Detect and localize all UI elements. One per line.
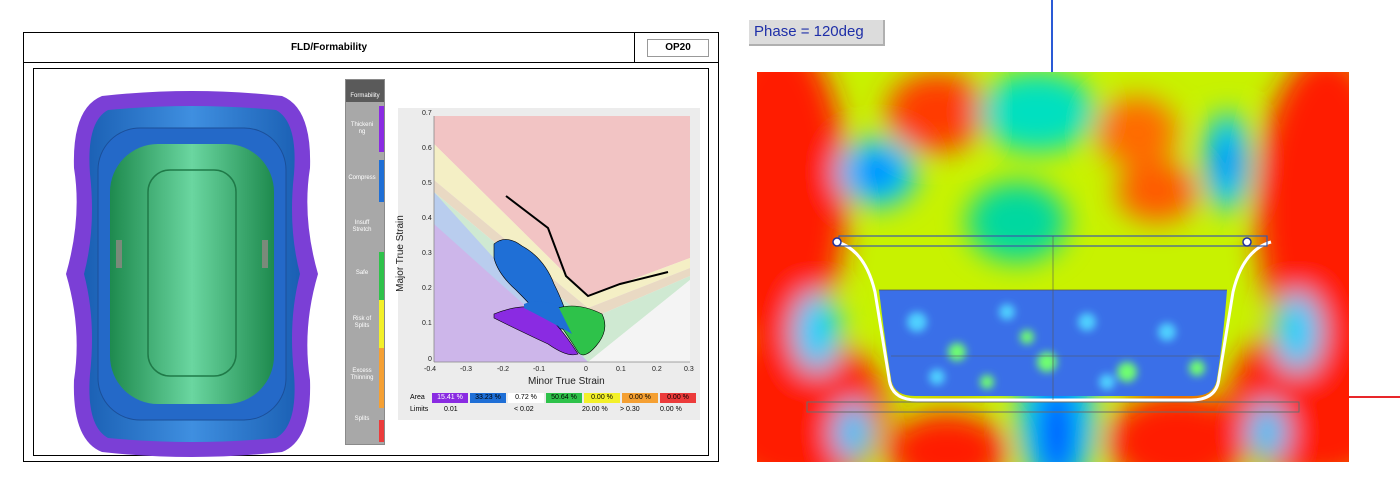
limits-value: < 0.02 [514, 406, 534, 413]
fld-zone-insuff [588, 280, 690, 362]
fld-limit-curve [505, 195, 669, 298]
rim-node-right [1242, 237, 1252, 247]
vertical-marker-line [1051, 0, 1053, 74]
legend-label-thinning: Excess Thinning [350, 368, 374, 381]
fld-xtick: 0.1 [616, 366, 626, 373]
fld-ytick: 0 [428, 356, 432, 363]
legend-swatch-thickening [379, 106, 384, 152]
fld-ytick: 0.7 [422, 110, 432, 117]
fld-ytick: 0.4 [422, 215, 432, 222]
fld-xtick: -0.4 [424, 366, 437, 373]
part-floor-green [110, 144, 274, 404]
fld-zone-splits [434, 116, 690, 296]
legend-label-compress: Compress [348, 175, 376, 181]
legend-swatch-splits [379, 420, 384, 442]
legend-label-safe: Safe [355, 270, 369, 276]
area-label: Area [410, 394, 425, 401]
part-notch-left [116, 240, 122, 268]
area-value-safe: 50.64 % [546, 393, 582, 403]
rim-node-left [832, 237, 842, 247]
fld-xtick: 0.2 [652, 366, 662, 373]
limits-value: 0.01 [444, 406, 458, 413]
horizontal-marker-line [1348, 396, 1400, 398]
tub-mode-pattern [907, 304, 1205, 390]
limits-label: Limits [410, 406, 429, 413]
legend-swatch-safe [379, 252, 384, 300]
legend-label-splits: Splits [354, 416, 370, 422]
tub-outline [836, 240, 1272, 402]
fld-xtick: 0 [584, 366, 588, 373]
report-header: FLD/Formability OP20 [24, 33, 718, 63]
legend-label-insuff-stretch: Insuff Stretch [352, 220, 372, 233]
legend-label-risk: Risk of Splits [352, 316, 372, 329]
area-value-thinning: 0.00 % [622, 393, 658, 403]
legend-header: Formability [346, 80, 384, 102]
op-label: OP20 [647, 39, 709, 57]
fld-ytick: 0.5 [422, 180, 432, 187]
area-value-thickening: 15.41 % [432, 393, 468, 403]
legend-swatch-compress [379, 160, 384, 202]
fld-ylabel: Major True Strain [394, 215, 406, 292]
legend-label-thickening: Thickeni ng [350, 122, 374, 135]
op-cell: OP20 [634, 33, 718, 63]
area-value-risk: 0.00 % [584, 393, 620, 403]
fld-xlabel: Minor True Strain [528, 376, 605, 387]
area-value-splits: 0.00 % [660, 393, 696, 403]
fld-ytick: 0.1 [422, 320, 432, 327]
fld-xtick: 0.3 [684, 366, 694, 373]
phase-label: Phase = 120deg [749, 20, 885, 46]
fld-labels: 0.7 0.6 0.5 0.4 0.3 0.2 0.1 0 -0.4 -0.3 … [394, 108, 700, 392]
fld-plot [433, 116, 690, 363]
fld-ytick: 0.3 [422, 250, 432, 257]
part-top-view [66, 91, 318, 457]
fld-area-table: Area 15.41 % 33.23 % 0.72 % 50.64 % 0.00… [398, 392, 700, 420]
field-contours [757, 72, 1349, 462]
fld-points-safe [557, 305, 606, 356]
fld-zone-risk [434, 144, 690, 308]
fld-ytick: 0.2 [422, 285, 432, 292]
area-value-insuff: 0.72 % [508, 393, 544, 403]
part-floor-inner [147, 169, 237, 377]
report-body [33, 68, 709, 456]
limits-value: > 0.30 [620, 406, 640, 413]
report-title: FLD/Formability [290, 42, 368, 53]
limits-value: 20.00 % [582, 406, 608, 413]
fld-points-lower [524, 301, 572, 334]
part-notch-right [262, 240, 268, 268]
legend-swatch-risk [379, 300, 384, 348]
legend-swatch-thinning [379, 348, 384, 408]
fld-xtick: -0.2 [497, 366, 510, 373]
pressure-field-plot [757, 72, 1349, 462]
formability-legend: Formability Thickeni ng Compress Insuff … [345, 79, 385, 445]
fld-zone-thinning [434, 180, 690, 320]
base-plate [806, 401, 1300, 413]
fld-xtick: -0.3 [460, 366, 473, 373]
limits-value: 0.00 % [660, 406, 682, 413]
fld-ytick: 0.6 [422, 145, 432, 152]
area-value-compress: 33.23 % [470, 393, 506, 403]
fld-xtick: -0.1 [533, 366, 546, 373]
formability-report: FLD/Formability OP20 [23, 32, 719, 462]
